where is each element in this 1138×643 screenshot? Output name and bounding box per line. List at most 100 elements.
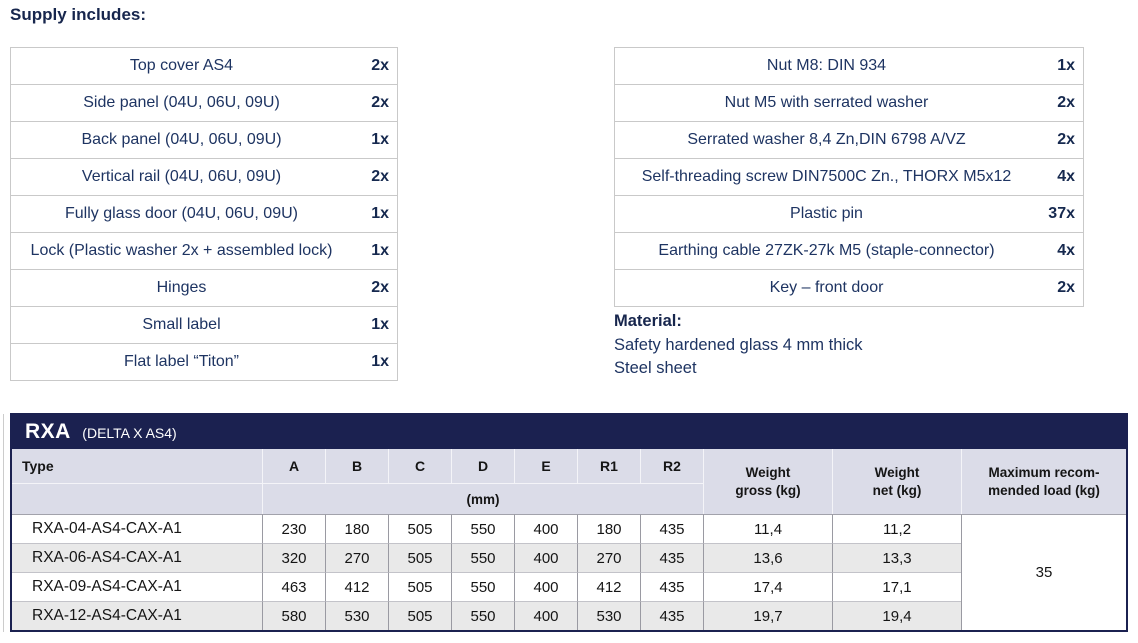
material-section: Material: Safety hardened glass 4 mm thi… [614,310,863,381]
cell-b: 180 [325,514,388,543]
cell-weight-net: 11,2 [832,514,961,543]
supply-item-name: Top cover AS4 [129,57,234,74]
cell-max-load: 35 [961,514,1126,630]
cell-c: 505 [388,572,451,601]
supply-item-name: Self-threading screw DIN7500C Zn., THORX… [614,158,1038,196]
col-header-c: C [388,449,451,484]
rxa-unit-row: (mm) [12,484,1126,514]
supply-item-row: Side panel (04U, 06U, 09U) 2x [10,84,398,122]
supply-item-row: Small label 1x [10,306,398,344]
cell-a: 580 [262,601,325,630]
supply-item-row: Fully glass door (04U, 06U, 09U) 1x [10,195,398,233]
supply-item-qty: 1x [352,343,398,381]
col-header-max-load: Maximum recom- mended load (kg) [961,449,1126,514]
supply-item-row: Self-threading screw DIN7500C Zn., THORX… [614,158,1084,196]
cell-r1: 530 [577,601,640,630]
cell-a: 230 [262,514,325,543]
supply-item-row: Top cover AS4 2x [11,48,398,85]
cell-weight-gross: 19,7 [703,601,832,630]
cell-e: 400 [514,572,577,601]
col-header-weight-net: Weight net (kg) [832,449,961,514]
cell-r2: 435 [640,572,703,601]
supply-item-qty: 2x [352,158,398,196]
supply-item-qty: 1x [352,121,398,159]
table-row: RXA-12-AS4-CAX-A1 580 530 505 550 400 53… [12,601,1126,630]
cell-r2: 435 [640,543,703,572]
cell-b: 530 [325,601,388,630]
table-row: RXA-04-AS4-CAX-A1 230 180 505 550 400 18… [12,514,1126,630]
rxa-spec-table: RXA (DELTA X AS4) Type A B C D E R1 R2 W… [10,413,1128,632]
material-line-steel: Steel sheet [614,359,697,377]
material-label: Material: [614,312,682,330]
supply-item-qty: 2x [1038,84,1084,122]
supply-item-name: Plastic pin [614,195,1038,233]
cell-weight-gross: 17,4 [703,572,832,601]
cell-a: 463 [262,572,325,601]
supply-item-row: Vertical rail (04U, 06U, 09U) 2x [10,158,398,196]
cell-r2: 435 [640,514,703,543]
unit-row-empty-cell [12,484,262,514]
supply-item-qty: 2x [1038,121,1084,159]
supply-item-qty: 37x [1038,195,1084,233]
supply-list-right: Nut M8: DIN 934 1x Nut M5 with serrated … [614,47,1084,307]
supply-item-name: Nut M5 with serrated washer [614,84,1038,122]
supply-item-name: Key – front door [614,269,1038,307]
cell-r1: 412 [577,572,640,601]
supply-item-qty: 4x [1038,232,1084,270]
supply-list-left: Top cover AS4 2x Side panel (04U, 06U, 0… [10,47,398,381]
cell-b: 412 [325,572,388,601]
supply-item-qty: 4x [1038,158,1084,196]
cell-r2: 435 [640,601,703,630]
cell-type: RXA-09-AS4-CAX-A1 [12,572,262,601]
cell-d: 550 [451,543,514,572]
rxa-header-row: Type A B C D E R1 R2 Weight gross (kg) W… [12,449,1126,514]
supply-item-qty: 1x [352,232,398,270]
material-line-glass: Safety hardened glass 4 mm thick [614,335,863,354]
supply-item-row: Key – front door 2x [614,269,1084,307]
cell-d: 550 [451,514,514,543]
supply-item-name: Hinges [10,269,352,307]
supply-item-qty: 2x [371,57,389,74]
rxa-series-name: RXA [25,420,71,443]
supply-item-qty: 2x [352,269,398,307]
supply-item-name: Flat label “Titon” [10,343,352,381]
supply-item-name: Side panel (04U, 06U, 09U) [10,84,352,122]
col-header-type: Type [12,449,262,484]
supply-item-name: Serrated washer 8,4 Zn,DIN 6798 A/VZ [614,121,1038,159]
supply-item-row: Nut M8: DIN 934 1x [615,48,1084,85]
supply-item-name: Earthing cable 27ZK-27k M5 (staple-conne… [614,232,1038,270]
supply-item-row: Hinges 2x [10,269,398,307]
supply-item-name: Small label [10,306,352,344]
supply-item-name: Vertical rail (04U, 06U, 09U) [10,158,352,196]
supply-item-qty: 2x [352,84,398,122]
rxa-data-table: Type A B C D E R1 R2 Weight gross (kg) W… [12,449,1126,630]
cell-type: RXA-06-AS4-CAX-A1 [12,543,262,572]
col-header-e: E [514,449,577,484]
col-header-d: D [451,449,514,484]
supply-item-row: Flat label “Titon” 1x [10,343,398,381]
cell-c: 505 [388,543,451,572]
cell-r1: 270 [577,543,640,572]
supply-item-row: Lock (Plastic washer 2x + assembled lock… [10,232,398,270]
cell-e: 400 [514,543,577,572]
cell-a: 320 [262,543,325,572]
col-header-weight-gross: Weight gross (kg) [703,449,832,514]
supply-item-qty: 1x [352,195,398,233]
cell-weight-net: 19,4 [832,601,961,630]
supply-item-qty: 1x [352,306,398,344]
cell-d: 550 [451,572,514,601]
table-row: RXA-06-AS4-CAX-A1 320 270 505 550 400 27… [12,543,1126,572]
page-title: Supply includes: [10,5,147,24]
cell-weight-net: 17,1 [832,572,961,601]
supply-item-row: Earthing cable 27ZK-27k M5 (staple-conne… [614,232,1084,270]
cell-type: RXA-12-AS4-CAX-A1 [12,601,262,630]
cell-e: 400 [514,514,577,543]
page-edge-line [3,414,4,632]
supply-item-row: Back panel (04U, 06U, 09U) 1x [10,121,398,159]
supply-item-name: Back panel (04U, 06U, 09U) [10,121,352,159]
cell-c: 505 [388,601,451,630]
cell-weight-net: 13,3 [832,543,961,572]
rxa-series-subtitle: (DELTA X AS4) [82,425,177,441]
rxa-title-band: RXA (DELTA X AS4) [12,415,1126,449]
cell-d: 550 [451,601,514,630]
